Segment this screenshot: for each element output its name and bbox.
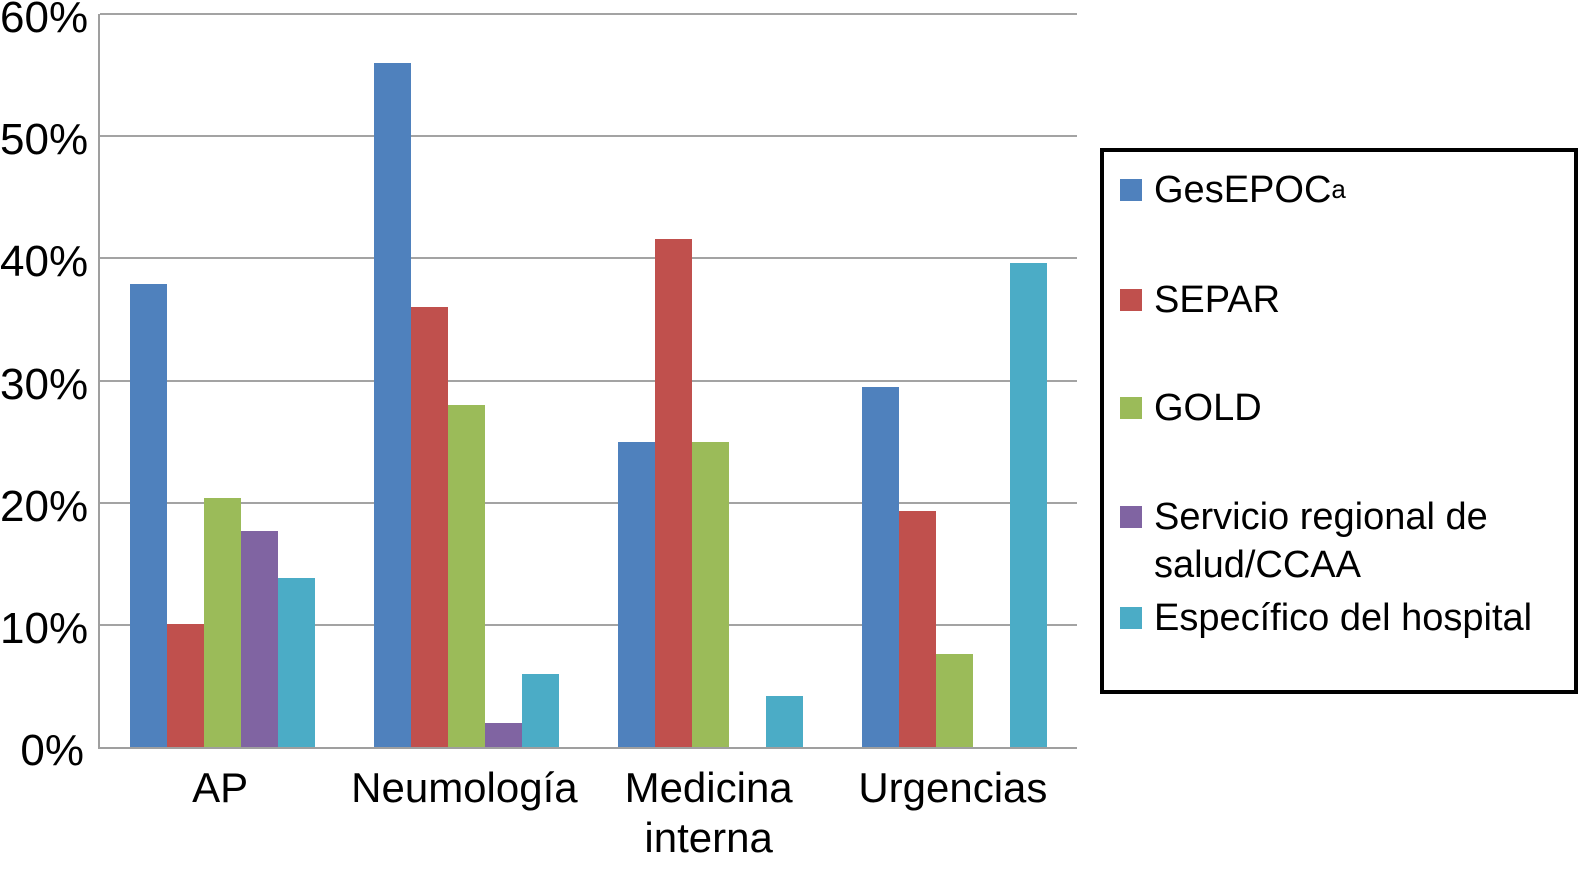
legend-label-line: GOLD — [1154, 387, 1262, 429]
bar-neumologia-gesepoc — [373, 62, 411, 747]
bar-ap-servicio-regional-de-salud-ccaa — [240, 530, 278, 747]
y-tick-label-10: 10% — [0, 603, 89, 653]
legend-label: SEPAR — [1154, 276, 1280, 324]
bar-neumologia-separ — [410, 307, 448, 747]
legend-label-superscript: a — [1331, 174, 1346, 204]
bar-medicina-interna-gold — [692, 441, 730, 747]
gridline-50 — [100, 135, 1077, 138]
x-tick-label-line: Urgencias — [858, 764, 1048, 811]
bar-urgencias-separ — [899, 511, 937, 747]
legend-label: GesEPOCa — [1154, 166, 1346, 214]
legend-entry-gesepoc: GesEPOCa — [1120, 166, 1574, 214]
x-tick-label-neumologia: Neumología — [342, 763, 586, 813]
bar-neumologia-especifico-del-hospital — [521, 673, 559, 747]
y-tick-label-20: 20% — [0, 481, 89, 531]
bar-medicina-interna-especifico-del-hospital — [766, 695, 804, 747]
x-tick-label-medicina-interna: Medicina interna — [587, 763, 831, 863]
legend-label: Específico del hospital — [1154, 594, 1532, 642]
x-tick-label-line: AP — [192, 764, 249, 811]
gridline-60 — [100, 13, 1077, 15]
bar-medicina-interna-separ — [655, 238, 693, 747]
y-tick-label-30: 30% — [0, 359, 89, 409]
x-tick-label-line: Neumología — [351, 764, 578, 811]
gridline-10 — [100, 623, 1077, 626]
plot-area — [98, 13, 1077, 749]
y-tick-label-40: 40% — [0, 237, 89, 287]
gridline-40 — [100, 257, 1077, 260]
legend-label: Servicio regional de salud/CCAA — [1154, 493, 1488, 589]
x-tick-label-ap: AP — [98, 763, 342, 813]
x-tick-label-line: interna — [644, 814, 773, 861]
x-tick-label-urgencias: Urgencias — [831, 763, 1075, 813]
bar-urgencias-especifico-del-hospital — [1010, 263, 1048, 747]
bar-medicina-interna-gesepoc — [618, 441, 656, 747]
legend: GesEPOCa SEPAR GOLD Servicio regional de sal… — [1100, 148, 1578, 694]
bar-urgencias-gold — [936, 654, 974, 747]
legend-swatch-icon — [1120, 289, 1142, 311]
bar-ap-separ — [166, 623, 204, 747]
y-tick-label-0: 0% — [20, 726, 84, 775]
y-tick-label-60: 60% — [0, 0, 89, 42]
legend-swatch-icon — [1120, 397, 1142, 419]
legend-swatch-icon — [1120, 179, 1142, 201]
bar-urgencias-gesepoc — [862, 386, 900, 747]
legend-entry-gold: GOLD — [1120, 384, 1574, 432]
legend-label-line: Servicio regional de — [1154, 496, 1488, 538]
bar-ap-gold — [203, 497, 241, 747]
x-tick-label-line: Medicina — [624, 764, 793, 811]
legend-label: GOLD — [1154, 384, 1262, 432]
legend-label-line: Específico del hospital — [1154, 597, 1533, 639]
gridline-30 — [100, 379, 1077, 382]
legend-label-line: SEPAR — [1154, 279, 1281, 321]
legend-entry-separ: SEPAR — [1120, 276, 1574, 324]
legend-swatch-icon — [1120, 607, 1142, 629]
legend-entry-especifico-del-hospital: Específico del hospital — [1120, 594, 1574, 642]
gridline-20 — [100, 501, 1077, 504]
legend-label-line: salud/CCAA — [1154, 544, 1361, 586]
legend-entry-servicio-regional-de-salud-ccaa: Servicio regional de salud/CCAA — [1120, 493, 1574, 589]
legend-swatch-icon — [1120, 506, 1142, 528]
bar-ap-gesepoc — [129, 284, 167, 747]
bar-neumologia-gold — [447, 404, 485, 747]
y-tick-label-50: 50% — [0, 115, 89, 165]
legend-label-line: GesEPOCa — [1154, 169, 1346, 211]
bar-ap-especifico-del-hospital — [277, 578, 315, 747]
bar-neumologia-servicio-regional-de-salud-ccaa — [484, 722, 522, 747]
